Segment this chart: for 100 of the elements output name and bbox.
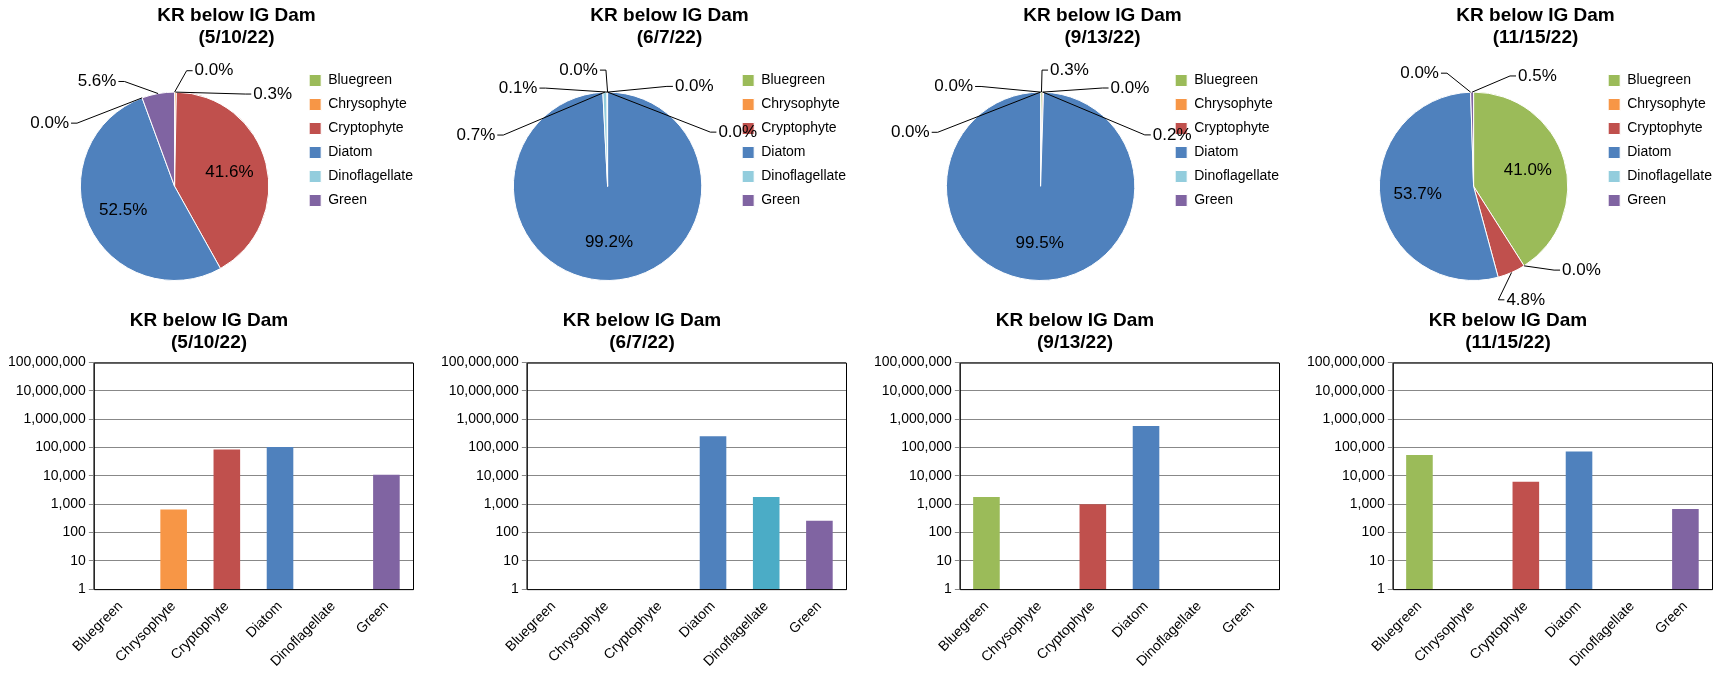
chart-subtitle: (6/7/22) [636,26,703,48]
y-tick-label: 10,000 [43,466,87,483]
legend-label: Chrysophyte [761,95,840,112]
y-tick-label: 10,000 [476,466,520,483]
text: 0.0% [1562,259,1601,279]
chart-title: KR below IG Dam [1428,308,1588,330]
data-label: 0.1% [498,77,538,97]
data-label: 0.7% [456,124,496,144]
y-tick-label: 1,000 [483,495,520,512]
y-tick-label: 10,000,000 [881,381,953,398]
legend-label: Bluegreen [1194,71,1258,88]
y-tick-label: 1,000 [50,495,87,512]
text: 0.0% [890,121,930,141]
chart-subtitle: (5/10/22) [198,26,275,48]
y-tick-label: 10,000,000 [448,381,520,398]
data-label: 0.2% [1152,124,1192,144]
text: 0.0% [674,76,714,96]
text: 0.0% [1400,62,1439,82]
y-tick-label: 10,000,000 [15,381,87,398]
legend-label: Green [761,191,801,208]
y-tick-label: 1 [78,579,87,596]
text: 0.0% [934,76,974,96]
chart-subtitle: (9/13/22) [1036,331,1114,353]
y-tick-label: 10 [936,551,953,568]
data-label: 0.3% [253,83,293,103]
legend-label: Green [328,191,368,208]
text: 0.0% [559,59,598,79]
legend-label: Dinoflagellate [328,167,414,184]
y-tick-label: 10,000 [909,466,953,483]
y-tick-label: 10 [1369,551,1386,568]
y-tick-label: 10,000 [1342,466,1386,483]
y-tick-label: 100 [928,523,953,540]
y-tick-label: 10 [70,551,87,568]
y-tick-label: 100 [495,523,520,540]
chart-title: KR below IG Dam [129,308,289,330]
chart-title: KR below IG Dam [590,3,749,25]
y-tick-label: 100 [1361,523,1386,540]
text: 0.0% [194,60,234,80]
legend-label: Chrysophyte [328,95,407,112]
chart-title: KR below IG Dam [1456,3,1615,25]
legend-label: Bluegreen [328,71,392,88]
legend-label: Dinoflagellate [761,167,847,184]
data-label: 5.6% [77,71,117,91]
legend-label: Cryptophyte [761,119,837,136]
legend-label: Cryptophyte [1627,119,1703,136]
data-label: 99.5% [1015,232,1064,252]
y-tick-label: 100,000 [1334,438,1386,455]
data-label: 0.3% [1050,59,1089,79]
y-tick-label: 10,000,000 [1314,381,1386,398]
y-tick-label: 1 [511,579,520,596]
data-label: 52.5% [99,199,148,219]
y-tick-label: 1 [1377,579,1386,596]
data-label: 41.6% [205,162,254,182]
text: 0.0% [1110,77,1150,97]
legend-label: Chrysophyte [1627,95,1706,112]
y-tick-label: 100 [62,523,87,540]
legend-label: Chrysophyte [1194,95,1273,112]
y-tick-label: 100,000 [468,438,520,455]
legend-label: Cryptophyte [1194,119,1270,136]
y-tick-label: 1,000,000 [1322,410,1386,427]
y-tick-label: 100,000,000 [441,353,520,370]
legend-label: Green [1627,191,1667,208]
legend-label: Dinoflagellate [1194,167,1280,184]
y-tick-label: 100,000,000 [1307,353,1386,370]
chart-title: KR below IG Dam [1023,3,1182,25]
data-label: 0.5% [1518,65,1557,85]
chart-title: KR below IG Dam [157,3,316,25]
chart-subtitle: (6/7/22) [609,331,675,353]
y-tick-label: 1,000 [916,495,953,512]
y-tick-label: 100,000,000 [874,353,953,370]
legend-label: Diatom [1194,143,1239,160]
y-tick-label: 1,000,000 [889,410,953,427]
data-label: 4.8% [1506,289,1546,309]
y-tick-label: 100,000 [35,438,87,455]
legend-label: Dinoflagellate [1627,167,1713,184]
y-tick-label: 1,000,000 [23,410,87,427]
chart-subtitle: (11/15/22) [1492,26,1579,48]
legend-label: Cryptophyte [328,119,404,136]
y-tick-label: 1,000 [1349,495,1386,512]
chart-subtitle: (11/15/22) [1465,331,1551,353]
legend-label: Bluegreen [761,71,825,88]
y-tick-label: 10 [503,551,520,568]
y-tick-label: 100,000,000 [8,353,87,370]
y-tick-label: 1,000,000 [456,410,520,427]
y-tick-label: 1 [944,579,953,596]
text: 0.0% [30,112,70,132]
chart-subtitle: (9/13/22) [1064,26,1141,48]
y-tick-label: 100,000 [901,438,953,455]
legend-label: Diatom [1627,143,1672,160]
legend-label: Diatom [328,143,373,160]
text: 0.0% [718,121,758,141]
legend-label: Green [1194,191,1234,208]
chart-title: KR below IG Dam [995,308,1155,330]
legend-label: Diatom [761,143,806,160]
chart-title: KR below IG Dam [562,308,722,330]
data-label: 53.7% [1393,184,1442,204]
legend-label: Bluegreen [1627,71,1691,88]
data-label: 41.0% [1503,160,1552,180]
data-label: 99.2% [584,232,634,252]
chart-subtitle: (5/10/22) [170,331,248,353]
